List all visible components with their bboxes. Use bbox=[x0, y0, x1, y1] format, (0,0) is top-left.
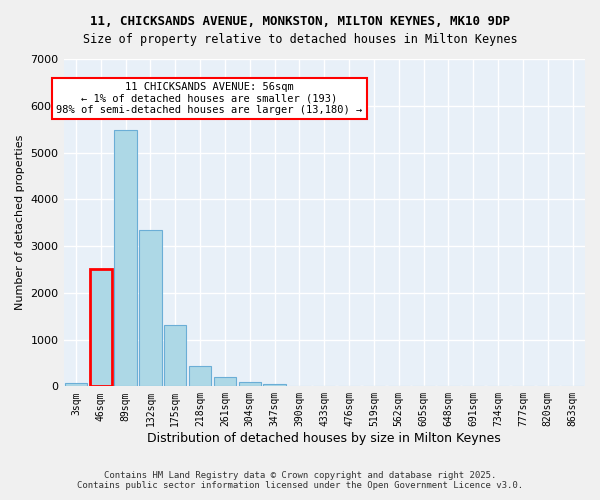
Y-axis label: Number of detached properties: Number of detached properties bbox=[15, 135, 25, 310]
Bar bbox=[65, 382, 87, 386]
Bar bbox=[239, 382, 261, 386]
Text: 11, CHICKSANDS AVENUE, MONKSTON, MILTON KEYNES, MK10 9DP: 11, CHICKSANDS AVENUE, MONKSTON, MILTON … bbox=[90, 15, 510, 28]
Text: 11 CHICKSANDS AVENUE: 56sqm
← 1% of detached houses are smaller (193)
98% of sem: 11 CHICKSANDS AVENUE: 56sqm ← 1% of deta… bbox=[56, 82, 362, 115]
Bar bbox=[189, 366, 211, 386]
Bar bbox=[164, 325, 187, 386]
X-axis label: Distribution of detached houses by size in Milton Keynes: Distribution of detached houses by size … bbox=[148, 432, 501, 445]
Bar bbox=[139, 230, 161, 386]
Bar bbox=[214, 377, 236, 386]
Bar bbox=[89, 270, 112, 386]
Text: Contains HM Land Registry data © Crown copyright and database right 2025.
Contai: Contains HM Land Registry data © Crown c… bbox=[77, 470, 523, 490]
Bar bbox=[263, 384, 286, 386]
Bar bbox=[115, 130, 137, 386]
Text: Size of property relative to detached houses in Milton Keynes: Size of property relative to detached ho… bbox=[83, 32, 517, 46]
